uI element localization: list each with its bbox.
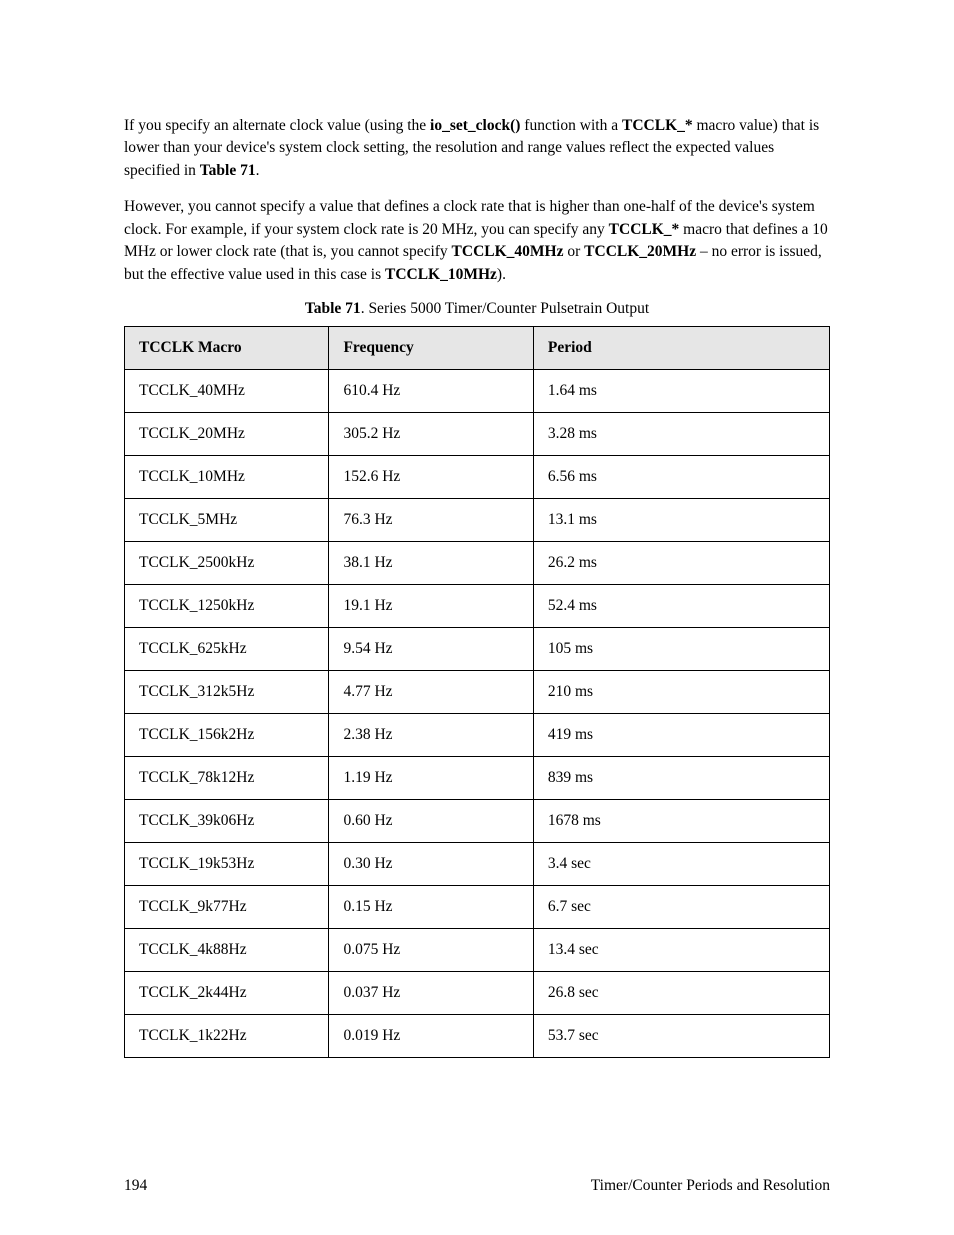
table-cell: 3.4 sec <box>533 843 829 886</box>
table-cell: 6.7 sec <box>533 886 829 929</box>
table-cell: TCCLK_5MHz <box>125 499 329 542</box>
table-cell: 105 ms <box>533 628 829 671</box>
paragraph-1: If you specify an alternate clock value … <box>124 115 830 182</box>
table-cell: 0.30 Hz <box>329 843 533 886</box>
caption-bold: Table 71 <box>305 300 361 317</box>
table-row: TCCLK_20MHz305.2 Hz3.28 ms <box>125 413 830 456</box>
table-row: TCCLK_39k06Hz0.60 Hz1678 ms <box>125 800 830 843</box>
table-header-row: TCCLK Macro Frequency Period <box>125 327 830 370</box>
table-cell: 0.60 Hz <box>329 800 533 843</box>
table-row: TCCLK_4k88Hz0.075 Hz13.4 sec <box>125 929 830 972</box>
p1-bold1: io_set_clock() <box>430 117 520 134</box>
table-cell: 19.1 Hz <box>329 585 533 628</box>
table-cell: 0.019 Hz <box>329 1015 533 1058</box>
p2-bold1: TCCLK_* <box>609 221 680 238</box>
table-cell: TCCLK_1k22Hz <box>125 1015 329 1058</box>
table-cell: TCCLK_156k2Hz <box>125 714 329 757</box>
page-footer: 194 Timer/Counter Periods and Resolution <box>124 1177 830 1195</box>
p2-seg3: or <box>563 243 584 260</box>
table-cell: 839 ms <box>533 757 829 800</box>
table-cell: 1678 ms <box>533 800 829 843</box>
table-cell: TCCLK_2500kHz <box>125 542 329 585</box>
table-cell: 38.1 Hz <box>329 542 533 585</box>
table-cell: 13.4 sec <box>533 929 829 972</box>
table-cell: TCCLK_10MHz <box>125 456 329 499</box>
p1-seg2: function with a <box>520 117 622 134</box>
table-row: TCCLK_1250kHz19.1 Hz52.4 ms <box>125 585 830 628</box>
table-cell: 4.77 Hz <box>329 671 533 714</box>
table-cell: 3.28 ms <box>533 413 829 456</box>
table-cell: 2.38 Hz <box>329 714 533 757</box>
table-cell: TCCLK_1250kHz <box>125 585 329 628</box>
p2-bold2: TCCLK_40MHz <box>452 243 564 260</box>
table-row: TCCLK_1k22Hz0.019 Hz53.7 sec <box>125 1015 830 1058</box>
table-caption: Table 71. Series 5000 Timer/Counter Puls… <box>124 300 830 318</box>
table-cell: 305.2 Hz <box>329 413 533 456</box>
table-cell: 76.3 Hz <box>329 499 533 542</box>
table-cell: 52.4 ms <box>533 585 829 628</box>
table-cell: 0.15 Hz <box>329 886 533 929</box>
table-cell: 419 ms <box>533 714 829 757</box>
table-cell: TCCLK_312k5Hz <box>125 671 329 714</box>
col-header-frequency: Frequency <box>329 327 533 370</box>
section-title: Timer/Counter Periods and Resolution <box>591 1177 830 1195</box>
table-cell: 210 ms <box>533 671 829 714</box>
table-row: TCCLK_78k12Hz1.19 Hz839 ms <box>125 757 830 800</box>
table-row: TCCLK_312k5Hz4.77 Hz210 ms <box>125 671 830 714</box>
table-cell: TCCLK_4k88Hz <box>125 929 329 972</box>
col-header-period: Period <box>533 327 829 370</box>
table-cell: TCCLK_40MHz <box>125 370 329 413</box>
p1-bold3: Table 71 <box>200 162 256 179</box>
table-row: TCCLK_2500kHz38.1 Hz26.2 ms <box>125 542 830 585</box>
table-cell: 26.8 sec <box>533 972 829 1015</box>
table-row: TCCLK_5MHz76.3 Hz13.1 ms <box>125 499 830 542</box>
table-row: TCCLK_40MHz610.4 Hz1.64 ms <box>125 370 830 413</box>
p1-seg1: If you specify an alternate clock value … <box>124 117 430 134</box>
table-cell: 152.6 Hz <box>329 456 533 499</box>
table-row: TCCLK_2k44Hz0.037 Hz26.8 sec <box>125 972 830 1015</box>
table-cell: 1.19 Hz <box>329 757 533 800</box>
table-cell: TCCLK_2k44Hz <box>125 972 329 1015</box>
p2-bold4: TCCLK_10MHz <box>385 266 497 283</box>
col-header-macro: TCCLK Macro <box>125 327 329 370</box>
table-cell: 26.2 ms <box>533 542 829 585</box>
p1-bold2: TCCLK_* <box>622 117 693 134</box>
table-row: TCCLK_625kHz9.54 Hz105 ms <box>125 628 830 671</box>
caption-rest: . Series 5000 Timer/Counter Pulsetrain O… <box>361 300 649 317</box>
table-row: TCCLK_10MHz152.6 Hz6.56 ms <box>125 456 830 499</box>
table-cell: 1.64 ms <box>533 370 829 413</box>
table-cell: TCCLK_20MHz <box>125 413 329 456</box>
p1-seg4: . <box>256 162 260 179</box>
table-cell: TCCLK_39k06Hz <box>125 800 329 843</box>
table-cell: TCCLK_9k77Hz <box>125 886 329 929</box>
table-cell: 6.56 ms <box>533 456 829 499</box>
table-cell: TCCLK_625kHz <box>125 628 329 671</box>
table-row: TCCLK_19k53Hz0.30 Hz3.4 sec <box>125 843 830 886</box>
table-row: TCCLK_156k2Hz2.38 Hz419 ms <box>125 714 830 757</box>
paragraph-2: However, you cannot specify a value that… <box>124 196 830 286</box>
table-cell: 610.4 Hz <box>329 370 533 413</box>
table-cell: 0.075 Hz <box>329 929 533 972</box>
p2-bold3: TCCLK_20MHz <box>584 243 696 260</box>
table-cell: TCCLK_19k53Hz <box>125 843 329 886</box>
p2-seg5: ). <box>497 266 506 283</box>
table-cell: 9.54 Hz <box>329 628 533 671</box>
tcclk-table: TCCLK Macro Frequency Period TCCLK_40MHz… <box>124 326 830 1058</box>
table-cell: 53.7 sec <box>533 1015 829 1058</box>
table-cell: 13.1 ms <box>533 499 829 542</box>
table-cell: TCCLK_78k12Hz <box>125 757 329 800</box>
table-cell: 0.037 Hz <box>329 972 533 1015</box>
table-row: TCCLK_9k77Hz0.15 Hz6.7 sec <box>125 886 830 929</box>
page-number: 194 <box>124 1177 147 1195</box>
